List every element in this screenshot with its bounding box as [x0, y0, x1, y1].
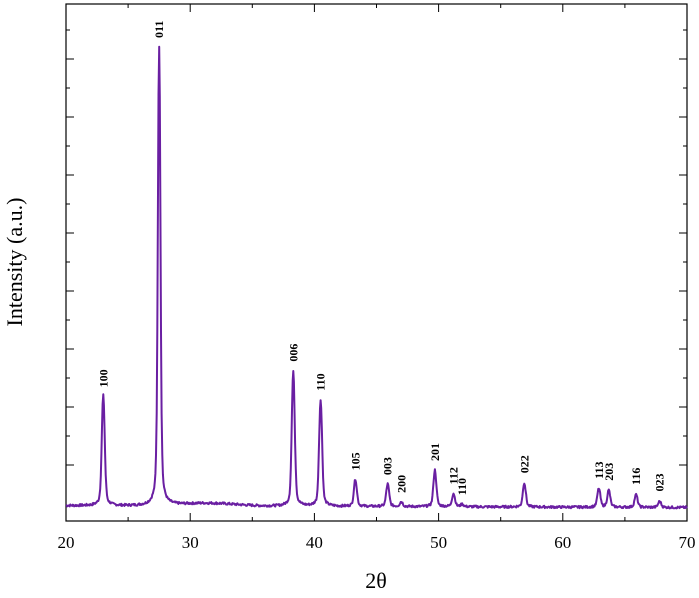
peak-label-110: 110 — [314, 373, 328, 390]
y-axis-ticks — [66, 29, 687, 466]
peak-label-112: 112 — [447, 467, 461, 484]
peak-label-105: 105 — [348, 452, 362, 470]
x-axis-title: 2θ — [365, 568, 387, 593]
peak-label-116: 116 — [629, 468, 643, 485]
peak-label-003: 003 — [381, 457, 395, 475]
y-axis-title: Intensity (a.u.) — [2, 198, 27, 327]
peak-label-203: 203 — [602, 463, 616, 481]
peak-label-022: 022 — [517, 455, 531, 473]
peak-label-011: 011 — [152, 21, 166, 38]
peak-label-110: 110 — [455, 478, 469, 495]
xrd-pattern-line — [65, 45, 688, 510]
peak-label-100: 100 — [96, 369, 110, 387]
peak-label-200: 200 — [394, 475, 408, 493]
x-tick-label: 30 — [182, 533, 199, 552]
peak-label-201: 201 — [428, 443, 442, 461]
x-tick-label: 60 — [554, 533, 571, 552]
x-tick-label: 50 — [430, 533, 447, 552]
peak-label-006: 006 — [286, 344, 300, 362]
x-tick-label: 70 — [679, 533, 696, 552]
peak-label-113: 113 — [592, 462, 606, 479]
x-axis-ticks: 20 30 40 50 60 70 — [58, 4, 696, 552]
x-tick-label: 20 — [58, 533, 75, 552]
x-tick-label: 40 — [306, 533, 323, 552]
peak-label-023: 023 — [653, 474, 667, 492]
